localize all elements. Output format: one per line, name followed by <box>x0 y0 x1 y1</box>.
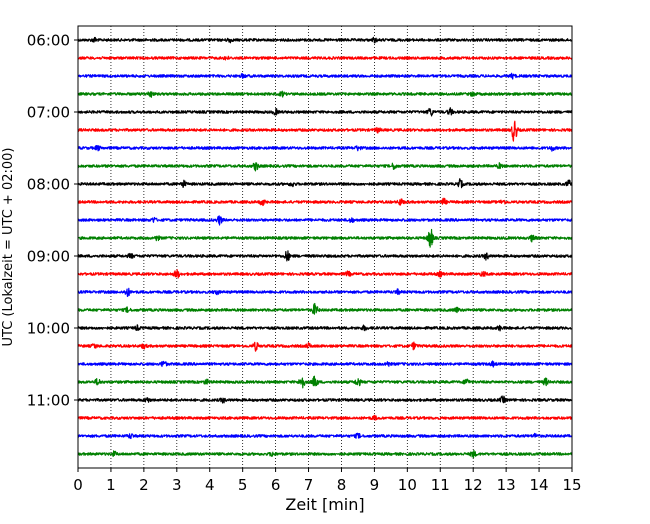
x-tick-label: 2 <box>139 476 149 494</box>
trace-0630 <box>77 72 573 80</box>
trace-1015 <box>77 341 573 352</box>
trace-0815 <box>77 197 573 207</box>
trace-0645 <box>77 90 573 98</box>
trace-0945 <box>77 302 573 315</box>
y-tick-label: 10:00 <box>27 320 70 338</box>
x-tick-label: 11 <box>431 476 450 494</box>
trace-0830 <box>77 215 573 226</box>
trace-1115 <box>77 414 573 421</box>
trace-1145 <box>77 449 573 459</box>
trace-group <box>77 36 573 459</box>
x-tick-label: 14 <box>530 476 549 494</box>
x-axis-label: Zeit [min] <box>285 495 364 514</box>
trace-0900 <box>77 250 573 262</box>
trace-0845 <box>77 228 573 248</box>
y-axis-label: UTC (Lokalzeit = UTC + 02:00) <box>1 148 16 347</box>
y-tick-label: 09:00 <box>27 248 70 266</box>
x-tick-label: 12 <box>464 476 483 494</box>
y-tick-label: 07:00 <box>27 104 70 122</box>
y-axis-ticks: 06:00 07:00 08:00 09:00 10:00 11:00 <box>27 32 78 410</box>
trace-0915 <box>77 269 573 279</box>
y-tick-label: 08:00 <box>27 176 70 194</box>
trace-0730 <box>77 144 573 152</box>
trace-1045 <box>77 375 573 389</box>
trace-0800 <box>77 178 573 189</box>
x-axis-ticks: 0 1 2 3 4 5 6 7 8 9 10 11 12 13 14 15 <box>73 468 582 494</box>
y-tick-label: 06:00 <box>27 32 70 50</box>
trace-0715 <box>77 120 573 142</box>
x-tick-label: 5 <box>238 476 248 494</box>
trace-1130 <box>77 432 573 440</box>
x-tick-label: 6 <box>271 476 281 494</box>
x-tick-label: 3 <box>172 476 182 494</box>
trace-1000 <box>77 324 573 332</box>
x-tick-label: 7 <box>304 476 314 494</box>
trace-0615 <box>77 55 573 61</box>
plot-frame <box>77 25 573 469</box>
trace-0700 <box>77 107 573 117</box>
y-tick-label: 11:00 <box>27 392 70 410</box>
trace-0930 <box>77 287 573 297</box>
trace-1100 <box>77 395 573 404</box>
x-tick-label: 8 <box>337 476 347 494</box>
trace-0600 <box>77 36 573 44</box>
x-tick-label: 10 <box>398 476 417 494</box>
trace-0745 <box>77 162 573 172</box>
x-tick-label: 15 <box>562 476 581 494</box>
x-tick-label: 1 <box>106 476 116 494</box>
x-tick-label: 0 <box>73 476 83 494</box>
trace-1030 <box>77 360 573 368</box>
x-tick-label: 13 <box>497 476 516 494</box>
x-tick-label: 4 <box>205 476 215 494</box>
x-tick-label: 9 <box>370 476 380 494</box>
